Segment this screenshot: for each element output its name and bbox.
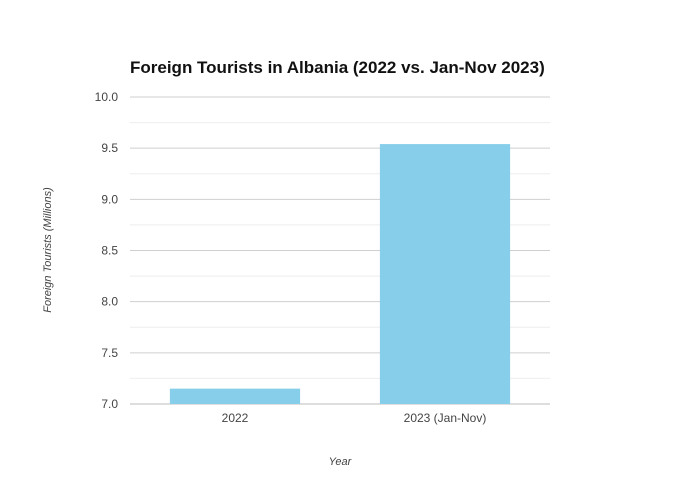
- chart-title: Foreign Tourists in Albania (2022 vs. Ja…: [130, 58, 545, 77]
- y-tick-label: 7.5: [101, 346, 118, 360]
- x-axis-title: Year: [329, 456, 353, 468]
- y-tick-label: 9.0: [101, 192, 118, 206]
- y-tick-label: 7.0: [101, 397, 118, 411]
- bar: [169, 388, 301, 404]
- y-tick-label: 9.5: [101, 141, 118, 155]
- x-tick-label: 2022: [222, 411, 249, 425]
- y-tick-label: 8.5: [101, 244, 118, 258]
- y-tick-label: 10.0: [95, 90, 119, 104]
- x-axis-ticks: 2022 2023 (Jan-Nov): [222, 411, 487, 425]
- y-tick-label: 8.0: [101, 295, 118, 309]
- y-axis-title: Foreign Tourists (Millions): [42, 187, 54, 313]
- y-axis-ticks: 7.0 7.5 8.0 8.5 9.0 9.5 10.0: [95, 90, 119, 411]
- x-tick-label: 2023 (Jan-Nov): [404, 411, 487, 425]
- bars: [169, 144, 511, 404]
- bar: [379, 144, 511, 404]
